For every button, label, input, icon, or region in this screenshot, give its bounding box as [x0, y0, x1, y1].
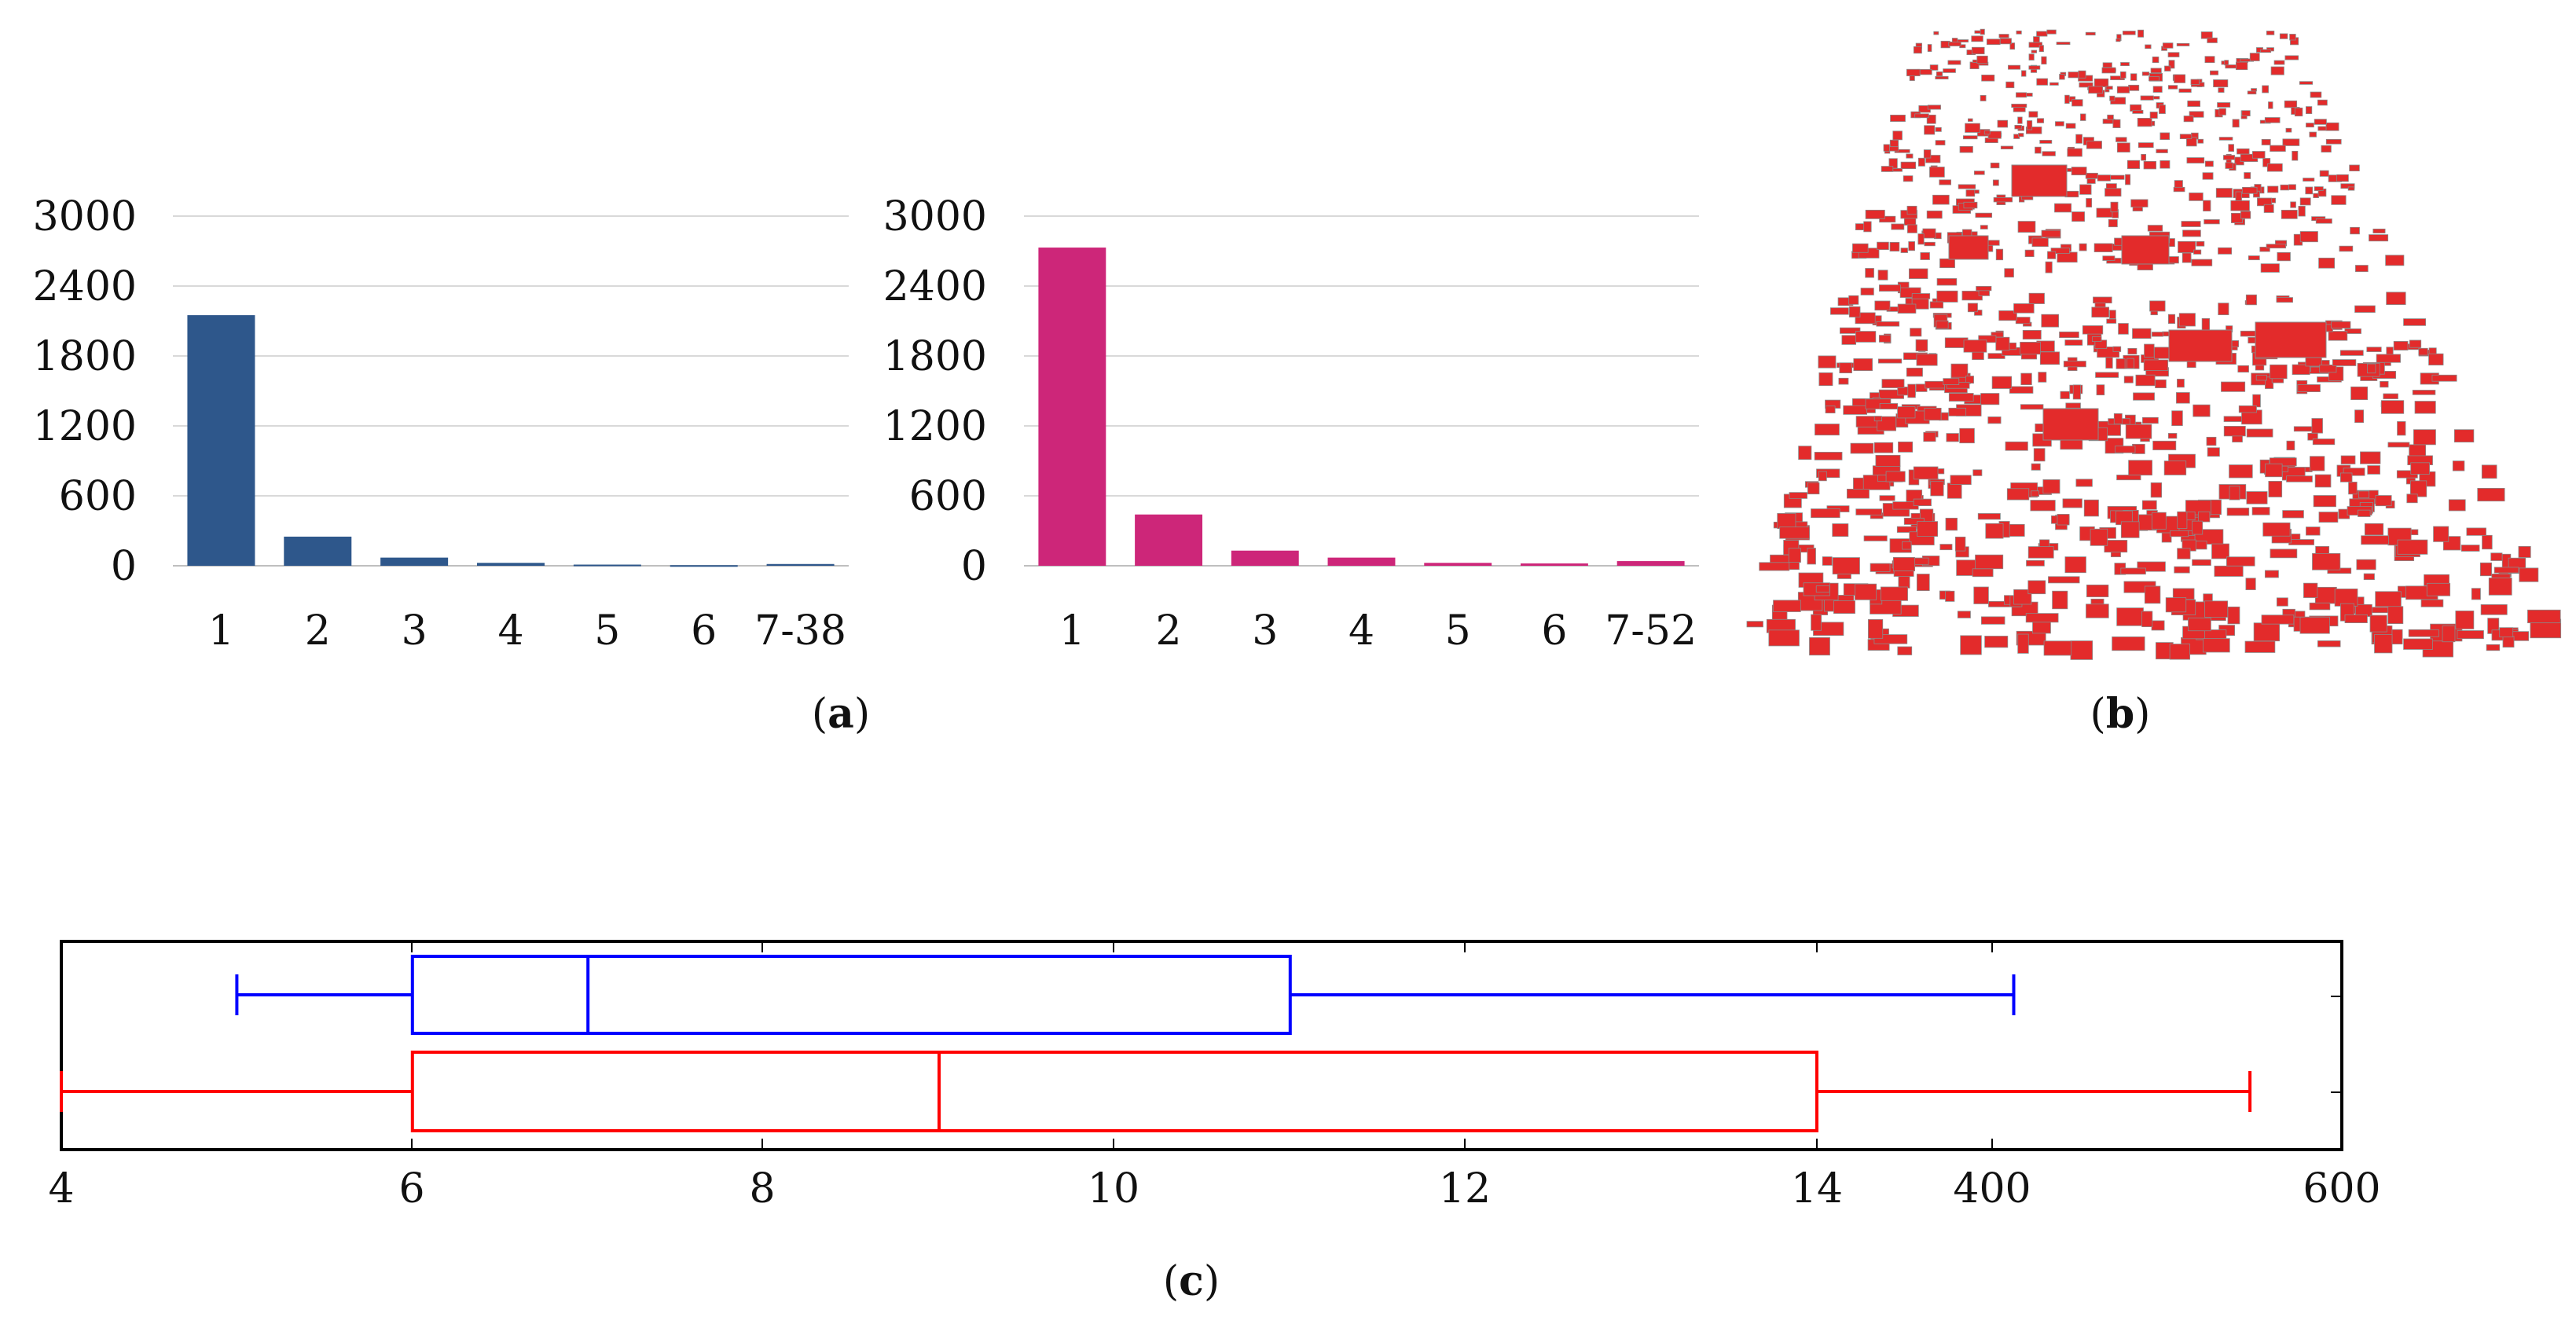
building-block [2095, 372, 2119, 378]
building-block [2123, 376, 2134, 383]
y-tick-label: 1200 [33, 403, 137, 450]
y-tick-label: 600 [909, 473, 987, 520]
bar-chart-left: 0 600 1200 1800 2400 3000 1 2 3 4 5 6 7-38 [33, 193, 849, 655]
x-tick-label: 3 [1252, 607, 1278, 655]
bar [187, 315, 255, 566]
x-tick-label: 10 [1088, 1165, 1139, 1212]
y-tick-label: 1800 [33, 333, 137, 380]
building-block [2192, 559, 2211, 566]
caption-c: (c) [1163, 1257, 1220, 1305]
y-tick-label: 3000 [883, 193, 987, 240]
building-block [2332, 359, 2357, 366]
caption-a: (a) [812, 690, 870, 738]
x-tick-label: 4 [48, 1165, 74, 1212]
x-tick-label: 1 [1059, 607, 1085, 655]
bar [1424, 563, 1492, 566]
x-tick-label: 6 [398, 1165, 424, 1212]
y-tick-label: 600 [59, 473, 137, 520]
building-block [2022, 329, 2042, 339]
building-block [2054, 203, 2072, 213]
y-tick-label: 2400 [33, 263, 137, 310]
bar [284, 536, 352, 566]
bar-chart-right: 0 600 1200 1800 2400 3000 1 2 3 4 5 6 7-52 [883, 193, 1699, 655]
building-block [2086, 603, 2109, 618]
building-block [2104, 188, 2122, 197]
x-tick-label: 8 [749, 1165, 775, 1212]
bar [380, 557, 449, 566]
x-tick-label: 4 [1349, 607, 1374, 655]
city-3d-map [1745, 28, 2570, 660]
bar [573, 564, 641, 567]
x-tick-label: 4 [497, 607, 523, 655]
blue-box [235, 955, 2016, 1035]
x-tick-label: 7-52 [1605, 607, 1697, 655]
x-tick-label: 12 [1439, 1165, 1491, 1212]
y-tick-label: 0 [111, 543, 137, 590]
building-block [1984, 636, 2009, 648]
y-tick-label: 2400 [883, 263, 987, 310]
bar [670, 565, 738, 567]
bar [1520, 563, 1588, 566]
x-tick-label: 2 [305, 607, 331, 655]
x-tick-label: 5 [594, 607, 620, 655]
building-block [1991, 376, 2013, 389]
bar [1135, 514, 1203, 566]
building-block [2229, 486, 2240, 501]
red-box [60, 1051, 2252, 1132]
x-tick-label: 2 [1156, 607, 1182, 655]
x-tick-label: 5 [1445, 607, 1471, 655]
bar [1231, 550, 1299, 566]
plot-frame [60, 940, 2343, 1151]
y-tick-label: 0 [961, 543, 987, 590]
x-tick-label: 3 [402, 607, 427, 655]
x-tick-label: 400 [1953, 1165, 2031, 1212]
caption-b: (b) [2090, 690, 2151, 738]
x-tick-label: 14 [1791, 1165, 1843, 1212]
x-tick-label: 6 [691, 607, 717, 655]
y-tick-label: 3000 [33, 193, 137, 240]
bar [1616, 561, 1685, 566]
y-tick-label: 1800 [883, 333, 987, 380]
x-tick-label: 7-38 [754, 607, 846, 655]
y-tick-label: 1200 [883, 403, 987, 450]
bar [766, 563, 835, 566]
x-tick-label: 6 [1541, 607, 1567, 655]
box-plot: 4 6 8 10 12 14 400 600 [48, 940, 2381, 1212]
bar [477, 563, 545, 566]
x-tick-label: 600 [2303, 1165, 2380, 1212]
x-tick-label: 1 [208, 607, 234, 655]
building-block [2154, 347, 2171, 359]
bar [1327, 557, 1396, 566]
building-block [2312, 438, 2336, 446]
bar [1038, 248, 1106, 566]
